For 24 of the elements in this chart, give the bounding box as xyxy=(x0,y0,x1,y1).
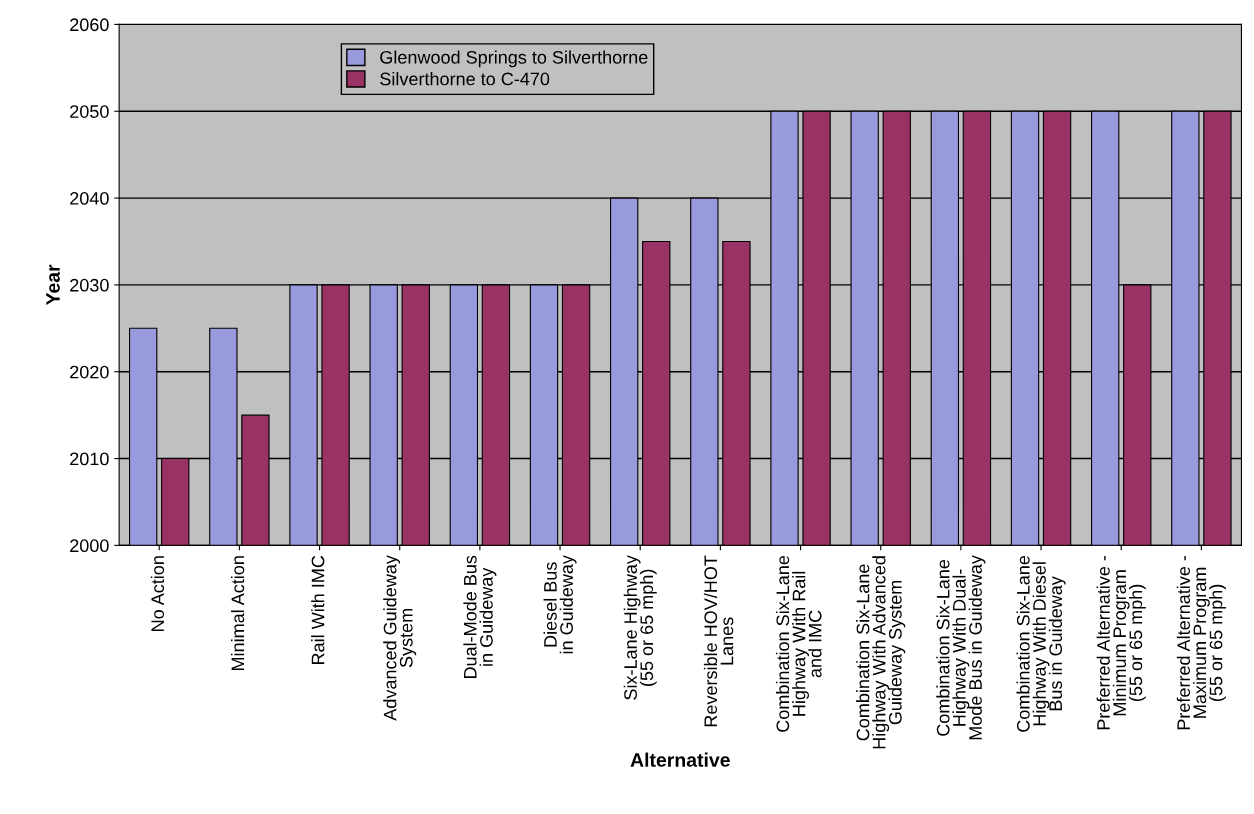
y-tick-label: 2060 xyxy=(70,18,109,32)
x-tick-label: Combination Six-Lane Highway With Dual- Mode Bus in Guideway xyxy=(936,555,986,740)
legend-label: Glenwood Springs to Silverthorne xyxy=(380,50,648,68)
x-tick-label: Six-Lane Highway (55 or 65 mph) xyxy=(623,555,657,700)
y-tick-label: 2020 xyxy=(70,365,109,379)
x-tick-label: Dual-Mode Bus in Guideway xyxy=(463,555,497,679)
x-tick-label: Reversible HOV/HOT Lanes xyxy=(703,555,734,727)
x-tick-label: Advanced Guideway System xyxy=(383,555,417,721)
x-tick-label: No Action xyxy=(150,556,165,631)
x-tick-label: Combination Six-Lane Highway With Diesel Bus in Guideway xyxy=(1016,555,1066,732)
legend-label: Silverthorne to C-470 xyxy=(380,72,550,86)
x-tick-label: Minimal Action xyxy=(230,556,245,671)
x-tick-label: Combination Six-Lane Highway With Rail and IMC xyxy=(775,555,822,732)
x-tick-label: Rail With IMC xyxy=(311,555,325,664)
y-tick-label: 2000 xyxy=(70,539,109,553)
y-tick-label: 2030 xyxy=(70,278,109,292)
y-tick-label: 2010 xyxy=(70,452,109,466)
x-tick-label: Preferred Alternative - Minimum Program (55 or 65 mph) xyxy=(1096,555,1146,730)
y-tick-label: 2040 xyxy=(70,192,109,205)
x-tick-label: Diesel Bus in Guideway xyxy=(543,555,577,654)
y-tick-label: 2050 xyxy=(70,105,109,118)
y-axis-title: Year xyxy=(46,264,60,306)
x-tick-label: Preferred Alternative - Maximum Program (55 or 65 mph) xyxy=(1176,555,1226,730)
x-axis-title: Alternative xyxy=(630,752,730,767)
